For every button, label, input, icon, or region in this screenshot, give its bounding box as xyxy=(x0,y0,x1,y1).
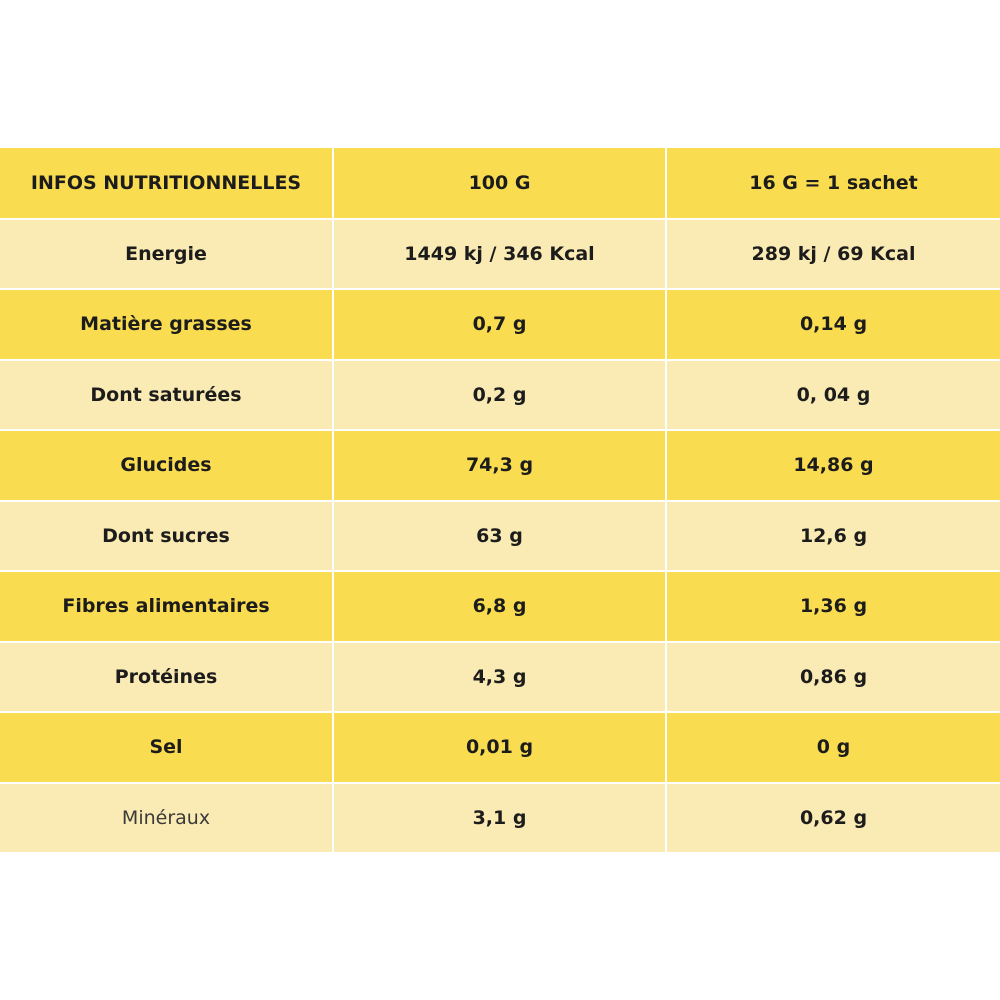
table-header-row: INFOS NUTRITIONNELLES 100 G 16 G = 1 sac… xyxy=(0,148,1000,220)
table-row-sel: Sel 0,01 g 0 g xyxy=(0,712,1000,784)
table-row-proteines: Protéines 4,3 g 0,86 g xyxy=(0,641,1000,713)
table-row-matiere-grasses: Matière grasses 0,7 g 0,14 g xyxy=(0,289,1000,361)
row-label: Sel xyxy=(0,712,334,784)
row-value-100g: 3,1 g xyxy=(333,782,667,854)
row-value-sachet: 0 g xyxy=(666,712,1000,784)
header-nutrition-info: INFOS NUTRITIONNELLES xyxy=(0,148,334,220)
row-label: Matière grasses xyxy=(0,289,334,361)
header-per-sachet: 16 G = 1 sachet xyxy=(666,148,1000,220)
nutrition-facts-table: INFOS NUTRITIONNELLES 100 G 16 G = 1 sac… xyxy=(0,148,1000,854)
row-value-sachet: 0, 04 g xyxy=(666,359,1000,431)
row-label: Dont saturées xyxy=(0,359,334,431)
row-value-100g: 4,3 g xyxy=(333,641,667,713)
row-value-100g: 0,7 g xyxy=(333,289,667,361)
row-value-100g: 0,01 g xyxy=(333,712,667,784)
row-value-sachet: 289 kj / 69 Kcal xyxy=(666,218,1000,290)
header-per-100g: 100 G xyxy=(333,148,667,220)
row-value-100g: 6,8 g xyxy=(333,571,667,643)
row-label: Minéraux xyxy=(0,782,334,854)
row-value-sachet: 14,86 g xyxy=(666,430,1000,502)
row-value-100g: 1449 kj / 346 Kcal xyxy=(333,218,667,290)
table-row-fibres-alimentaires: Fibres alimentaires 6,8 g 1,36 g xyxy=(0,571,1000,643)
table-row-dont-sucres: Dont sucres 63 g 12,6 g xyxy=(0,500,1000,572)
row-label: Dont sucres xyxy=(0,500,334,572)
row-label: Energie xyxy=(0,218,334,290)
row-label: Protéines xyxy=(0,641,334,713)
row-value-sachet: 12,6 g xyxy=(666,500,1000,572)
table-row-energie: Energie 1449 kj / 346 Kcal 289 kj / 69 K… xyxy=(0,218,1000,290)
table-row-dont-saturees: Dont saturées 0,2 g 0, 04 g xyxy=(0,359,1000,431)
table-row-mineraux: Minéraux 3,1 g 0,62 g xyxy=(0,782,1000,854)
table-row-glucides: Glucides 74,3 g 14,86 g xyxy=(0,430,1000,502)
row-value-sachet: 1,36 g xyxy=(666,571,1000,643)
row-label: Fibres alimentaires xyxy=(0,571,334,643)
row-value-100g: 0,2 g xyxy=(333,359,667,431)
row-value-sachet: 0,86 g xyxy=(666,641,1000,713)
row-value-sachet: 0,62 g xyxy=(666,782,1000,854)
row-label: Glucides xyxy=(0,430,334,502)
row-value-100g: 74,3 g xyxy=(333,430,667,502)
row-value-sachet: 0,14 g xyxy=(666,289,1000,361)
row-value-100g: 63 g xyxy=(333,500,667,572)
